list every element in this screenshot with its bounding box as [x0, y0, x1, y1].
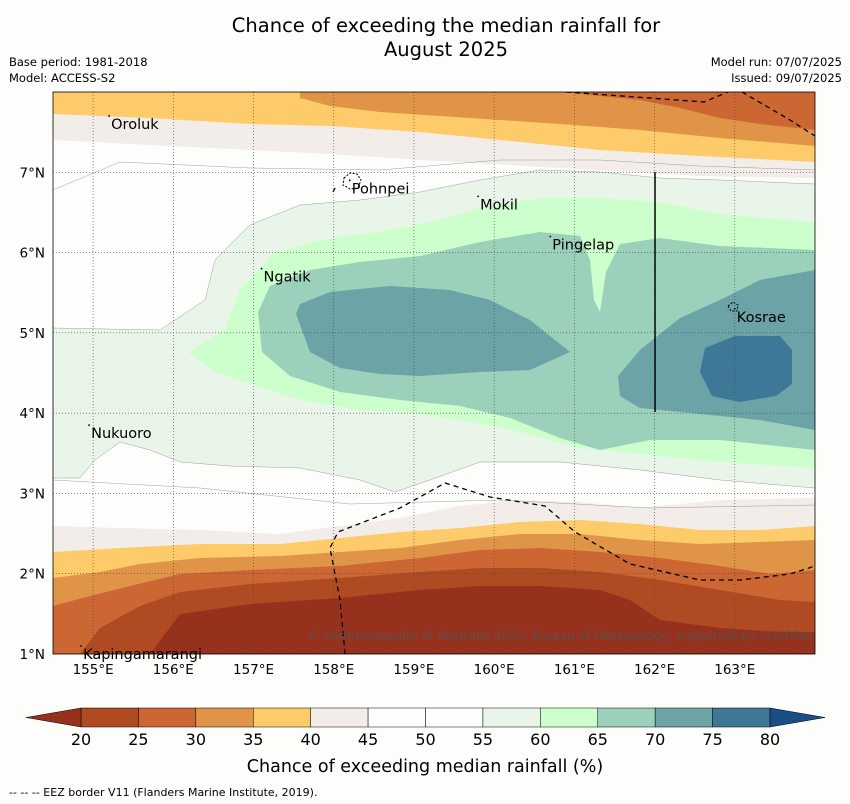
contour-north-25 — [560, 92, 815, 130]
place-labels: Oroluk Pohnpei Mokil Pingelap Ngatik Kosrae Nu… — [80, 115, 786, 663]
colorbar-segment — [425, 707, 484, 728]
issued-date: Issued: 09/07/2025 — [731, 71, 842, 85]
place-marker — [733, 307, 736, 310]
colorbar-label: Chance of exceeding median rainfall (%) — [247, 757, 603, 777]
place-marker — [477, 195, 480, 198]
colorbar-segment — [597, 707, 656, 728]
colorbar-segment — [540, 707, 598, 728]
place-label-kosrae: Kosrae — [737, 310, 786, 326]
contour-lines — [53, 159, 815, 509]
place-marker — [348, 179, 351, 182]
place-label-ngatik: Ngatik — [264, 270, 312, 286]
place-label-mokil: Mokil — [480, 197, 518, 213]
lat-tick-label: 1°N — [20, 647, 45, 663]
place-marker — [260, 267, 263, 270]
chart-title: Chance of exceeding the median rainfall … — [0, 14, 850, 62]
colorbar-tick-label: 50 — [415, 730, 435, 749]
place-label-pohnpei: Pohnpei — [352, 181, 410, 197]
lon-tick-label: 161°E — [554, 662, 595, 678]
lat-tick-label: 3°N — [20, 486, 45, 502]
colorbar-tick-label: 80 — [760, 730, 780, 749]
colorbar-tick-label: 70 — [645, 730, 665, 749]
lon-tick-label: 155°E — [73, 662, 114, 678]
title-line-1: Chance of exceeding the median rainfall … — [231, 14, 661, 37]
lon-tick-label: 158°E — [313, 662, 354, 678]
lon-tick-label: 159°E — [393, 662, 434, 678]
place-label-pingelap: Pingelap — [552, 238, 614, 254]
colorbar-segment — [654, 707, 713, 728]
model-run: Model run: 07/07/2025 — [710, 55, 842, 69]
lat-tick-label: 2°N — [20, 567, 45, 583]
contour-south-under — [150, 586, 815, 654]
lat-tick-label: 5°N — [20, 326, 45, 342]
place-label-nukuoro: Nukuoro — [91, 426, 152, 442]
colorbar-under-arrow — [25, 707, 82, 728]
colorbar-tick-label: 30 — [186, 730, 206, 749]
rainfall-contours: © Commonwealth of Australia 2025, Bureau… — [53, 92, 815, 654]
meta-right: Model run: 07/07/2025 Issued: 09/07/2025 — [711, 54, 842, 86]
colorbar-segment — [712, 707, 771, 728]
pohnpei-island-outline — [342, 172, 362, 190]
colorbar-segment — [482, 707, 541, 728]
colorbar-segment — [310, 707, 369, 728]
title-line-2: August 2025 — [383, 38, 509, 61]
colorbar-over-arrow — [769, 707, 826, 728]
place-marker — [549, 235, 552, 238]
place-marker — [80, 645, 82, 647]
place-marker — [108, 115, 111, 117]
lat-tick-label: 4°N — [20, 406, 45, 422]
colorbar-segment — [138, 707, 197, 728]
gridlines — [53, 92, 815, 655]
colorbar-tick-label: 65 — [588, 730, 608, 749]
lon-tick-label: 160°E — [474, 662, 515, 678]
colorbar-tick-label: 75 — [702, 730, 722, 749]
colorbar-segment — [367, 707, 426, 728]
lon-tick-label: 162°E — [634, 662, 675, 678]
copyright-text: © Commonwealth of Australia 2025, Bureau… — [308, 629, 813, 643]
meta-left: Base period: 1981-2018 Model: ACCESS-S2 — [9, 54, 148, 86]
model-name: Model: ACCESS-S2 — [9, 71, 116, 85]
colorbar-segment — [80, 707, 139, 728]
eez-border — [329, 92, 815, 654]
contour-70-west — [296, 286, 570, 376]
place-marker — [88, 424, 90, 427]
colorbar-tick-label: 35 — [243, 730, 263, 749]
lat-tick-label: 6°N — [20, 246, 45, 262]
lat-tick-labels: 1°N 2°N 3°N 4°N 5°N 6°N 7°N — [20, 165, 45, 663]
colorbar-tick-label: 20 — [71, 730, 91, 749]
lon-tick-label: 163°E — [714, 662, 755, 678]
colorbar: 20 25 30 35 40 45 50 55 60 65 70 75 80 — [25, 707, 826, 749]
place-label-oroluk: Oroluk — [111, 117, 159, 133]
colorbar-tick-label: 40 — [300, 730, 320, 749]
lat-tick-label: 7°N — [20, 165, 45, 181]
contour-75 — [700, 336, 792, 402]
lon-tick-labels: 155°E 156°E 157°E 158°E 159°E 160°E 161°E 162°E… — [73, 662, 756, 678]
colorbar-segment — [253, 707, 311, 728]
colorbar-tick-label: 25 — [128, 730, 148, 749]
map-frame — [52, 91, 816, 655]
colorbar-tick-label: 45 — [358, 730, 378, 749]
place-label-kapingamarangi: Kapingamarangi — [83, 647, 202, 663]
colorbar-segment — [195, 707, 254, 728]
base-period: Base period: 1981-2018 — [9, 55, 148, 69]
lon-tick-label: 156°E — [153, 662, 194, 678]
colorbar-tick-label: 55 — [473, 730, 493, 749]
lon-tick-label: 157°E — [233, 662, 274, 678]
colorbar-tick-label: 60 — [530, 730, 550, 749]
eez-footnote: -- -- -- EEZ border V11 (Flanders Marine… — [9, 786, 318, 799]
kosrae-island-outline — [727, 301, 739, 312]
